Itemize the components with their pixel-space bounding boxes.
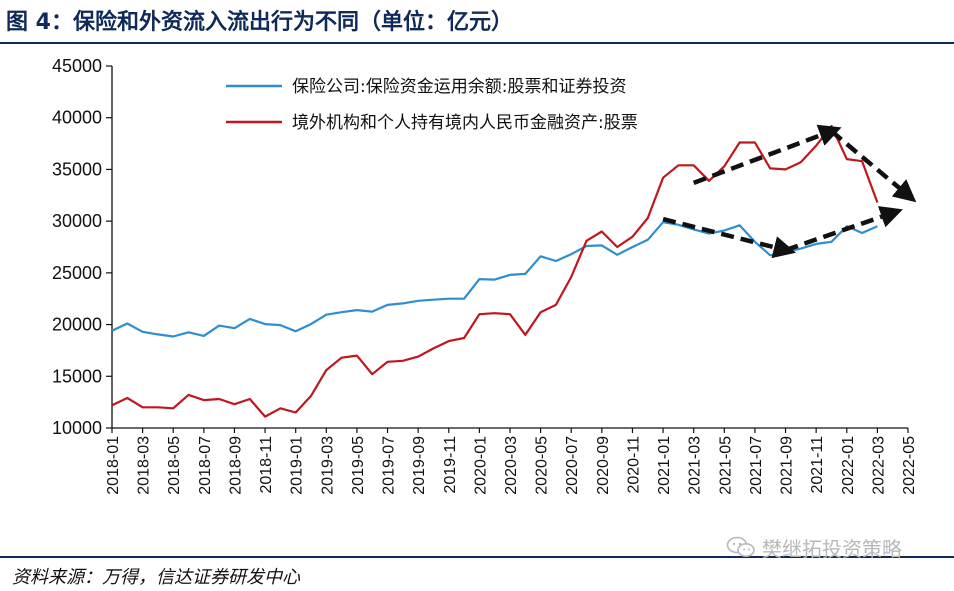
y-tick-label: 20000 bbox=[52, 315, 102, 335]
x-tick-label: 2020-01 bbox=[472, 436, 489, 495]
series-line-foreign bbox=[111, 124, 879, 418]
x-tick-label: 2019-07 bbox=[381, 436, 398, 495]
x-tick-label: 2021-01 bbox=[656, 436, 673, 495]
footer-divider bbox=[0, 556, 954, 558]
chart-canvas: 45000 40000 35000 30000 25000 20000 15000 10000… bbox=[52, 56, 918, 495]
x-tick-label: 2019-03 bbox=[319, 436, 336, 495]
x-tick-label: 2020-05 bbox=[534, 436, 551, 495]
y-tick-label: 15000 bbox=[52, 366, 102, 386]
x-tick-label: 2021-09 bbox=[779, 436, 796, 495]
y-tick-label: 45000 bbox=[52, 56, 102, 76]
legend: 保险公司:保险资金运用余额:股票和证券投资境外机构和个人持有境内人民币金融资产:… bbox=[226, 77, 638, 133]
trend-arrow bbox=[692, 124, 842, 185]
wechat-icon bbox=[726, 536, 755, 557]
y-tick-label: 10000 bbox=[52, 418, 102, 438]
x-tick-label: 2020-03 bbox=[503, 436, 520, 495]
series-line-insurance bbox=[111, 221, 878, 338]
x-tick-label: 2019-11 bbox=[442, 436, 459, 494]
x-tick-label: 2020-09 bbox=[595, 436, 612, 495]
x-tick-label: 2019-09 bbox=[411, 436, 428, 495]
x-tick-label: 2021-05 bbox=[717, 436, 734, 495]
x-tick-label: 2018-11 bbox=[258, 436, 275, 494]
watermark: 樊继拓投资策略 bbox=[726, 534, 902, 561]
series-lines bbox=[111, 124, 879, 418]
x-tick-label: 2018-07 bbox=[197, 436, 214, 495]
x-tick-label: 2018-09 bbox=[227, 436, 244, 495]
trend-arrows bbox=[662, 124, 917, 259]
axes: 45000 40000 35000 30000 25000 20000 15000 10000… bbox=[52, 56, 918, 495]
x-tick-label: 2021-03 bbox=[687, 436, 704, 495]
y-tick-label: 25000 bbox=[52, 263, 102, 283]
y-tick-label: 40000 bbox=[52, 108, 102, 128]
x-tick-label: 2019-01 bbox=[289, 436, 306, 495]
x-tick-label: 2018-01 bbox=[105, 436, 122, 495]
title-divider bbox=[0, 42, 954, 44]
watermark-text: 樊继拓投资策略 bbox=[762, 536, 902, 561]
x-tick-label: 2022-01 bbox=[840, 436, 857, 495]
source-note: 资料来源：万得，信达证券研发中心 bbox=[12, 567, 300, 588]
x-tick-label: 2021-07 bbox=[748, 436, 765, 495]
legend-label: 境外机构和个人持有境内人民币金融资产:股票 bbox=[292, 113, 638, 133]
x-tick-label: 2020-07 bbox=[564, 436, 581, 495]
y-tick-label: 30000 bbox=[52, 211, 102, 231]
legend-label: 保险公司:保险资金运用余额:股票和证券投资 bbox=[292, 77, 626, 97]
trend-arrow bbox=[784, 206, 903, 253]
x-tick-label: 2019-05 bbox=[350, 436, 367, 495]
y-tick-label: 35000 bbox=[52, 159, 102, 179]
trend-arrow bbox=[662, 216, 797, 259]
x-tick-label: 2020-11 bbox=[625, 436, 642, 494]
figure-title: 图 4：保险和外资流入流出行为不同（单位：亿元） bbox=[6, 10, 513, 35]
trend-arrow bbox=[830, 129, 917, 203]
x-tick-label: 2018-05 bbox=[166, 436, 183, 495]
x-tick-label: 2022-05 bbox=[901, 436, 918, 495]
x-tick-label: 2018-03 bbox=[136, 436, 153, 495]
x-tick-label: 2022-03 bbox=[870, 436, 887, 495]
x-tick-label: 2021-11 bbox=[809, 436, 826, 494]
